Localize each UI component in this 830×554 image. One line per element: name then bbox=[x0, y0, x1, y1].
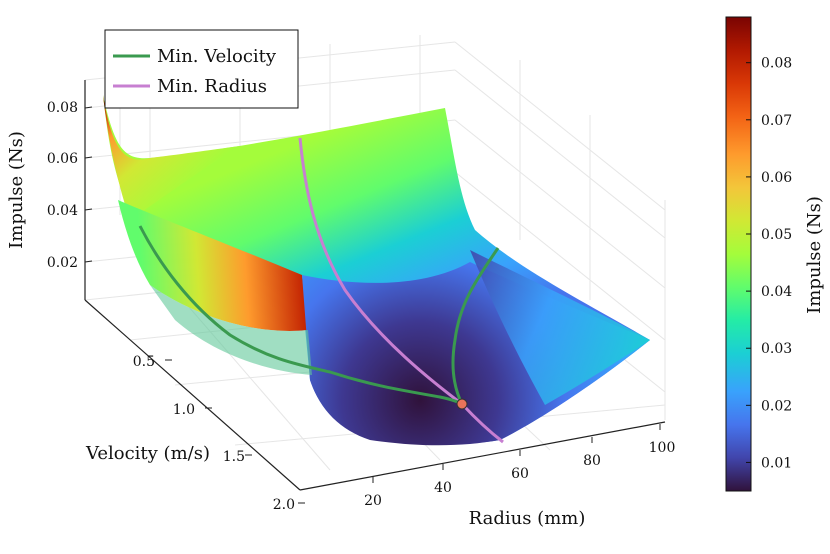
legend: Min. Velocity Min. Radius bbox=[104, 29, 299, 109]
optimum-point bbox=[456, 398, 468, 410]
x-tick-0: 20 bbox=[364, 493, 382, 509]
y-tick-0: 0.5 bbox=[133, 354, 155, 370]
colorbar-ticks: 0.01 0.02 0.03 0.04 0.05 0.06 0.07 0.08 bbox=[746, 56, 792, 471]
legend-label-min-radius: Min. Radius bbox=[157, 76, 267, 97]
colorbar-tick-3: 0.04 bbox=[761, 284, 792, 300]
colorbar-tick-0: 0.01 bbox=[761, 455, 792, 471]
z-tick-0: 0.02 bbox=[47, 255, 78, 271]
y-ticks bbox=[165, 359, 305, 504]
impulse-surface bbox=[103, 95, 650, 446]
colorbar-tick-1: 0.02 bbox=[761, 398, 792, 414]
surface-front-fold bbox=[150, 285, 312, 375]
colorbar-tick-7: 0.08 bbox=[761, 56, 792, 72]
surface-ridge bbox=[118, 200, 308, 331]
x-tick-4: 100 bbox=[649, 440, 676, 456]
x-tick-2: 60 bbox=[511, 466, 529, 482]
z-axis-title: Impulse (Ns) bbox=[6, 131, 27, 249]
min-radius-curve bbox=[298, 137, 504, 444]
colorbar-title: Impulse (Ns) bbox=[804, 196, 825, 314]
x-axis-title: Radius (mm) bbox=[469, 508, 586, 529]
legend-label-min-velocity: Min. Velocity bbox=[157, 46, 277, 67]
z-tick-2: 0.06 bbox=[47, 151, 78, 167]
legend-box bbox=[104, 29, 299, 109]
colorbar-tick-4: 0.05 bbox=[761, 227, 792, 243]
z-tick-1: 0.04 bbox=[47, 203, 78, 219]
x-tick-3: 80 bbox=[583, 453, 601, 469]
min-velocity-curve bbox=[138, 225, 500, 408]
axes bbox=[84, 80, 666, 491]
colorbar: 0.01 0.02 0.03 0.04 0.05 0.06 0.07 0.08 Impulse… bbox=[725, 16, 825, 492]
z-ticks bbox=[84, 106, 93, 263]
colorbar-tick-6: 0.07 bbox=[761, 113, 792, 129]
z-tick-3: 0.08 bbox=[47, 100, 78, 116]
surface-right bbox=[470, 250, 650, 405]
x-ticks bbox=[372, 424, 661, 483]
y-tick-1: 1.0 bbox=[173, 402, 195, 418]
surface-left-hump bbox=[103, 95, 240, 220]
colorbar-gradient bbox=[725, 16, 752, 492]
y-axis-title: Velocity (m/s) bbox=[85, 443, 210, 464]
colorbar-tick-5: 0.06 bbox=[761, 170, 792, 186]
colorbar-tick-2: 0.03 bbox=[761, 341, 792, 357]
x-tick-1: 40 bbox=[434, 480, 452, 496]
y-tick-3: 2.0 bbox=[273, 497, 295, 513]
y-tick-2: 1.5 bbox=[223, 449, 245, 465]
